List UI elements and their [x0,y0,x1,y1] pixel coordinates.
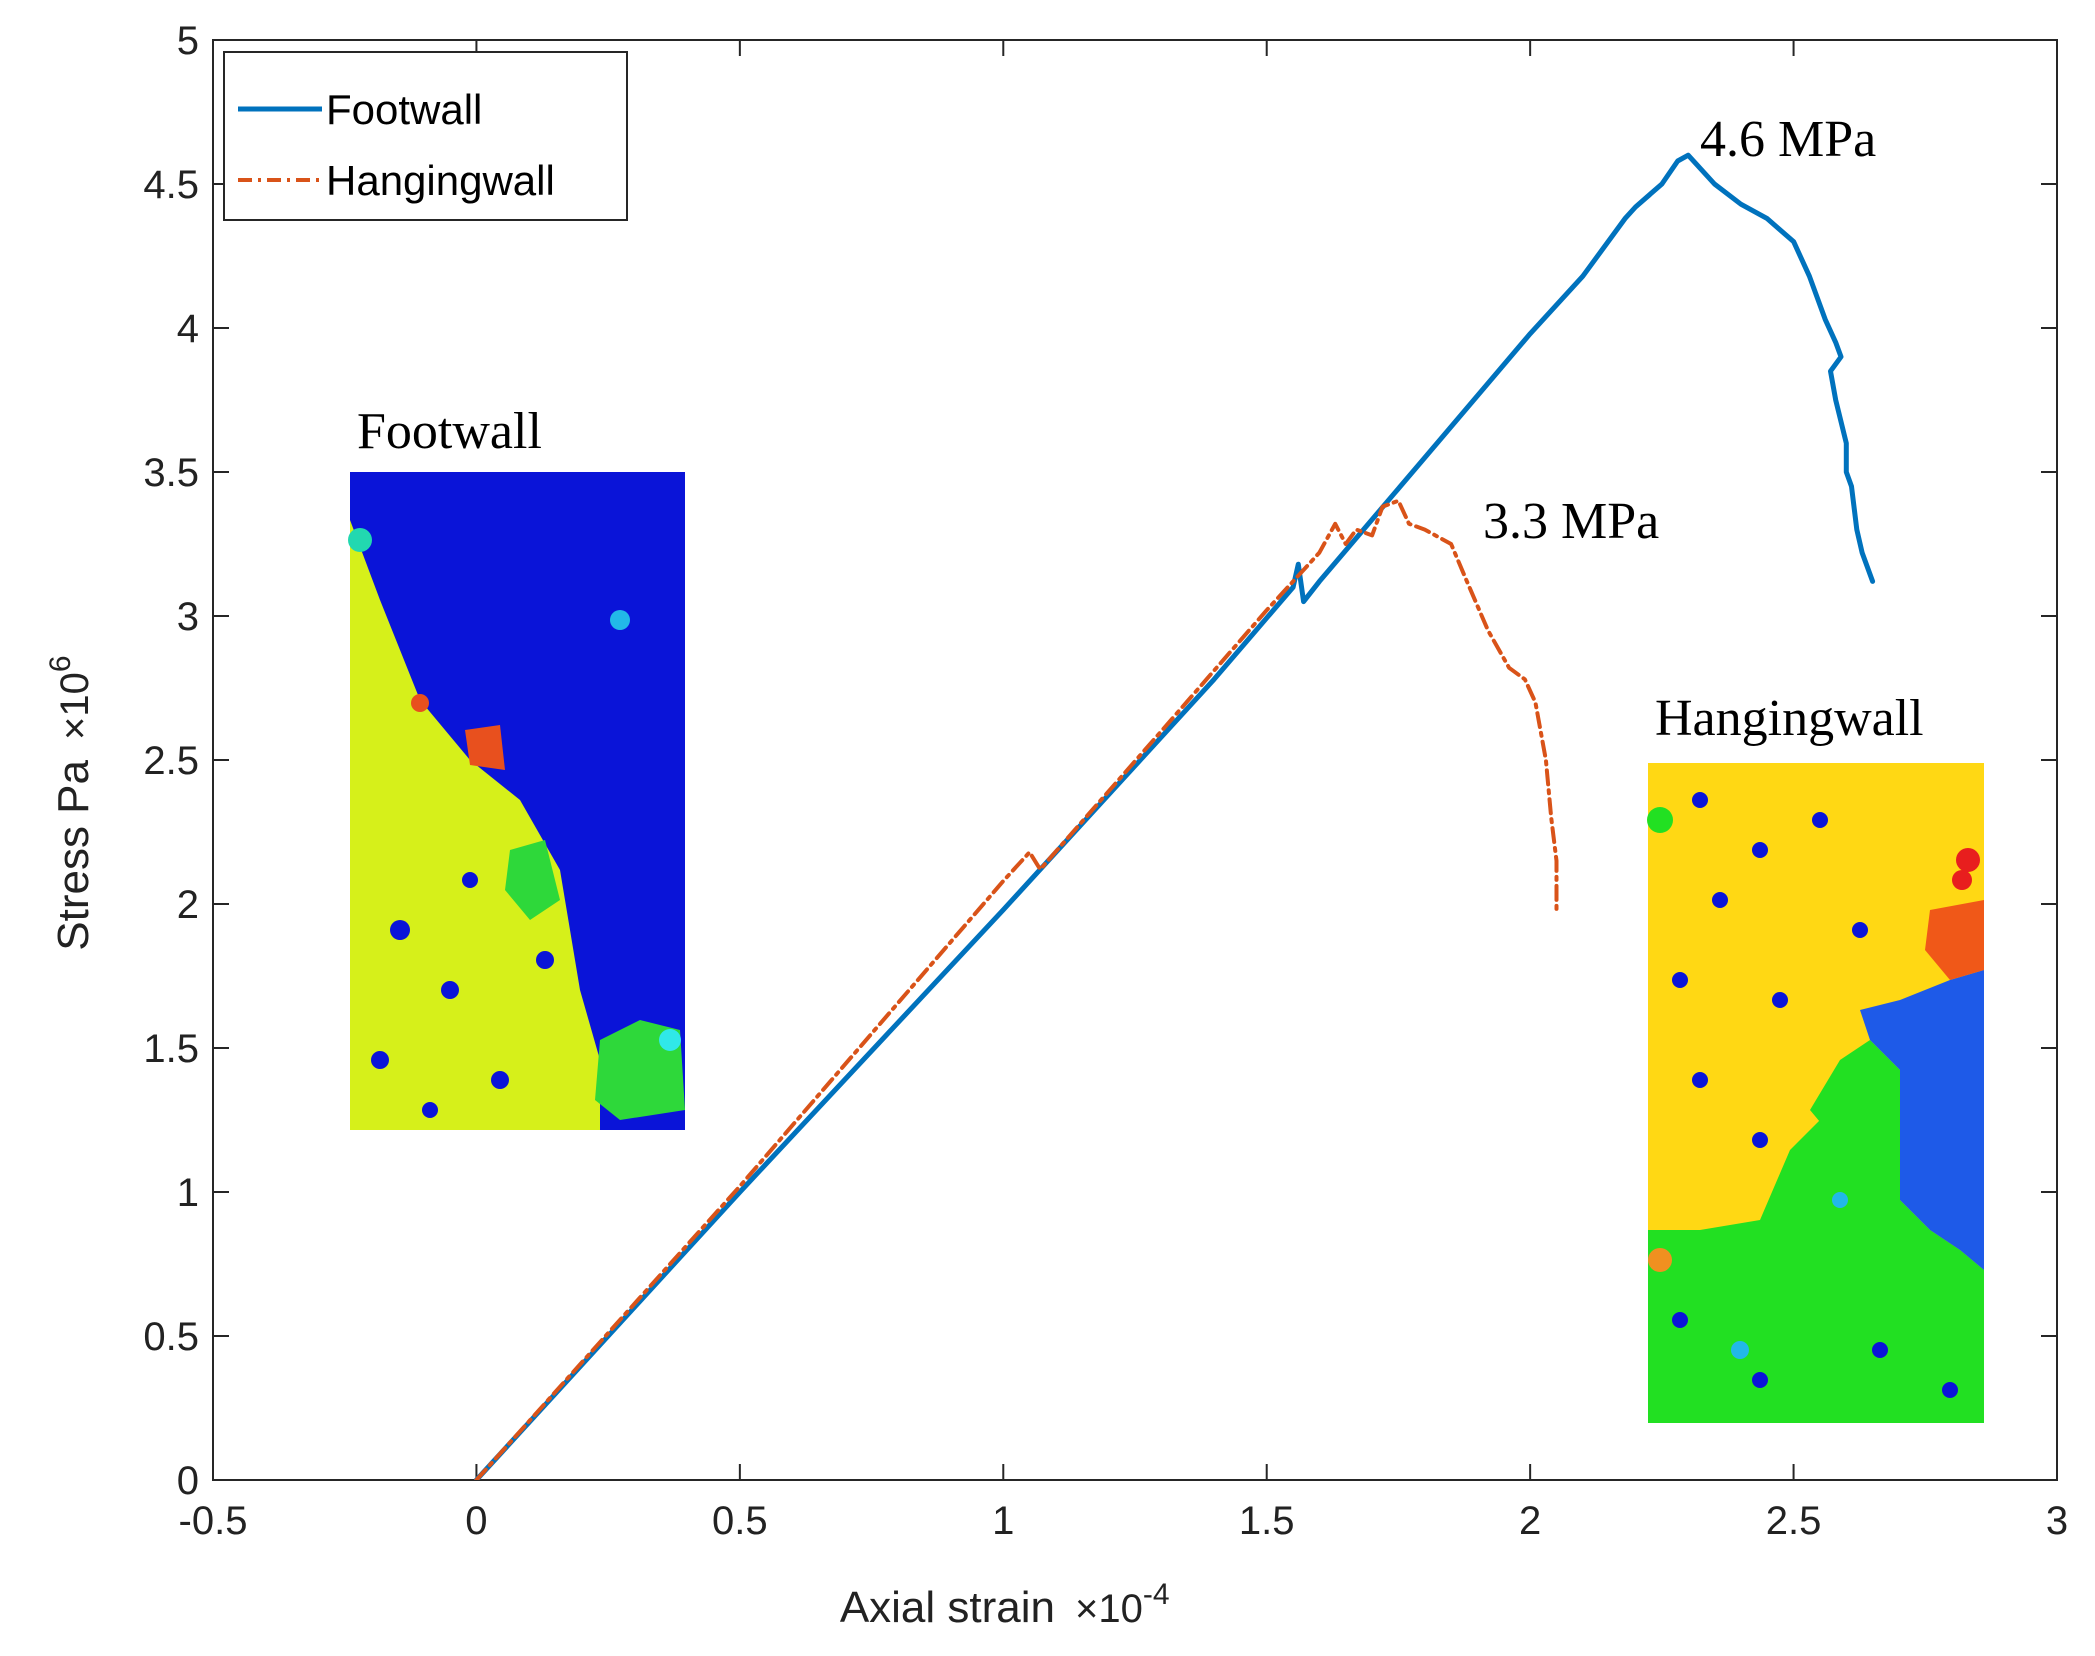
y-axis: 0 0.5 1 1.5 2 2.5 3 3.5 4 4.5 5 [143,19,2057,1503]
legend-label-hangingwall: Hangingwall [326,157,555,204]
hangingwall-inset: Hangingwall [1647,690,1984,1423]
x-tick-label: 0 [465,1499,487,1543]
y-axis-multiplier: ×106 [44,655,97,740]
y-tick-label: 3.5 [143,451,199,495]
y-tick-label: 0 [177,1459,199,1503]
x-tick-label: -0.5 [179,1499,248,1543]
y-tick-label: 3 [177,595,199,639]
x-tick-label: 0.5 [712,1499,768,1543]
y-tick-label: 2 [177,883,199,927]
footwall-inset-title: Footwall [357,403,542,460]
y-tick-label: 4 [177,307,199,351]
footwall-peak-annotation: 4.6 MPa [1700,111,1876,168]
legend-label-footwall: Footwall [326,86,482,133]
y-tick-label: 0.5 [143,1315,199,1359]
y-axis-title: Stress Pa [49,759,98,950]
x-tick-label: 1 [992,1499,1014,1543]
x-axis: -0.5 0 0.5 1 1.5 2 2.5 3 [179,40,2068,1543]
hangingwall-peak-annotation: 3.3 MPa [1483,493,1659,550]
legend-box [223,51,628,221]
footwall-particle-image [348,472,685,1130]
y-tick-label: 2.5 [143,739,199,783]
x-axis-title: Axial strain [840,1583,1055,1632]
hangingwall-inset-title: Hangingwall [1655,690,1924,747]
y-tick-label: 1.5 [143,1027,199,1071]
hangingwall-particle-image [1647,763,1984,1423]
x-tick-label: 3 [2046,1499,2068,1543]
x-tick-label: 1.5 [1239,1499,1295,1543]
y-tick-label: 4.5 [143,163,199,207]
y-tick-label: 1 [177,1171,199,1215]
y-axis-title-group: Stress Pa ×106 [44,655,98,950]
footwall-inset: Footwall [348,403,685,1130]
series-layer [473,152,1876,1480]
legend: Footwall Hangingwall [223,51,628,221]
x-tick-label: 2.5 [1766,1499,1822,1543]
x-axis-multiplier: ×10-4 [1075,1578,1170,1631]
y-tick-label: 5 [177,19,199,63]
series-line-hangingwall [474,498,1559,1480]
x-tick-label: 2 [1519,1499,1541,1543]
